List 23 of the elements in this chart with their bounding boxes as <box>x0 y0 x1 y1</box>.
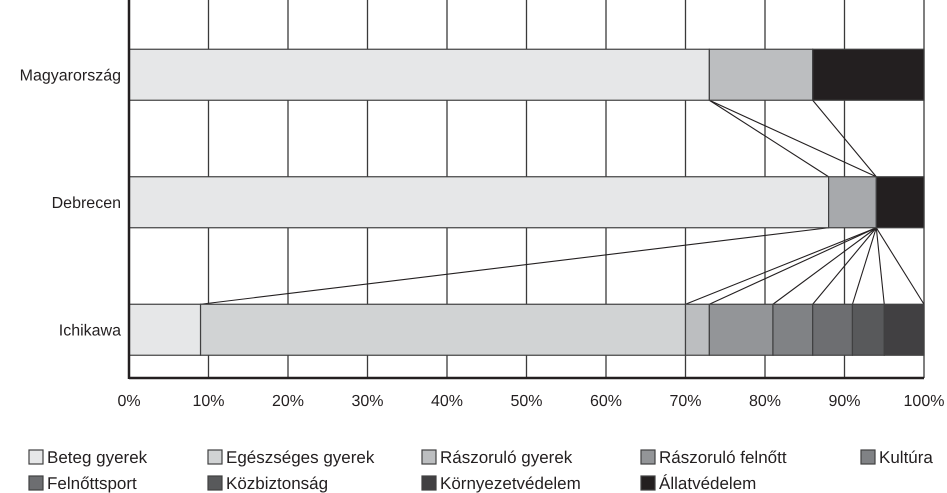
legend-label: Beteg gyerek <box>47 448 148 467</box>
legend-label: Kultúra <box>879 448 934 467</box>
y-tick-label: Magyarország <box>20 67 121 84</box>
legend-label: Környezetvédelem <box>440 474 581 493</box>
y-tick-label: Ichikawa <box>58 322 122 340</box>
x-tick-label: 90% <box>828 393 861 410</box>
y-tick-label: Debrecen <box>52 194 121 212</box>
x-tick-label: 50% <box>510 393 543 410</box>
legend-label: Egészséges gyerek <box>226 448 375 467</box>
x-tick-label: 20% <box>272 393 304 410</box>
x-tick-label: 100% <box>904 393 944 410</box>
legend-label: Közbiztonság <box>226 474 328 493</box>
x-tick-label: 10% <box>192 393 225 410</box>
x-tick-label: 60% <box>590 393 622 410</box>
legend-label: Felnőttsport <box>47 474 138 493</box>
legend-label: Rászoruló gyerek <box>440 448 573 467</box>
x-tick-label: 70% <box>669 393 702 410</box>
legend-label: Állatvédelem <box>659 474 756 493</box>
x-tick-label: 30% <box>351 393 384 410</box>
x-tick-label: 40% <box>430 393 464 410</box>
x-tick-label: 80% <box>748 393 782 410</box>
legend-label: Rászoruló felnőtt <box>659 448 787 467</box>
x-tick-label: 0% <box>117 393 141 410</box>
